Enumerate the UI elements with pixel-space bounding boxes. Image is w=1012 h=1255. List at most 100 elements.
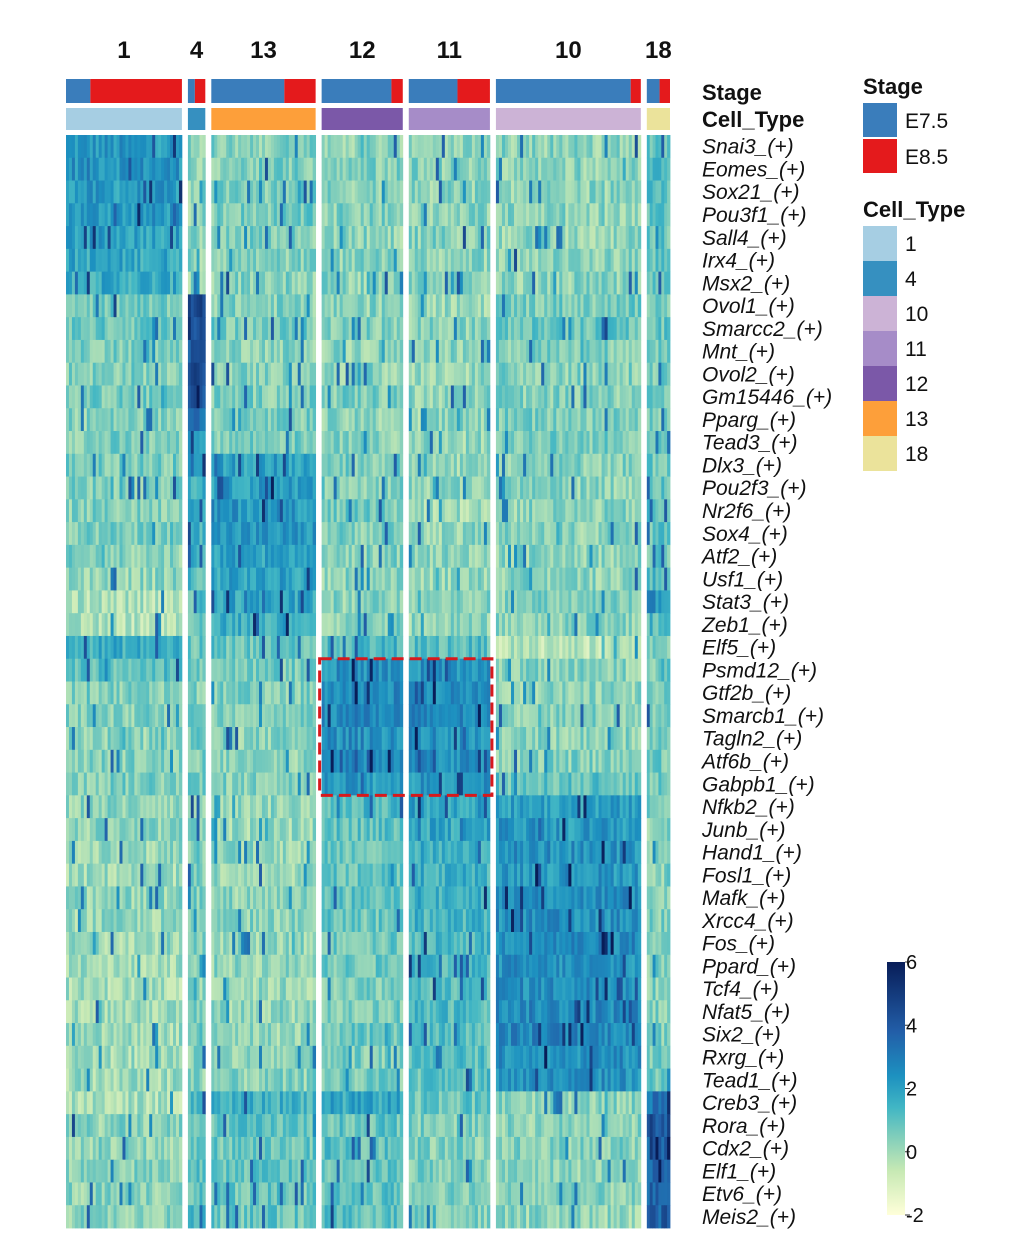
heatmap-cell-10-pou3f1 bbox=[495, 203, 642, 227]
heatmap-cell-13-tead3 bbox=[211, 431, 317, 455]
heatmap-cell-11-atf2 bbox=[408, 544, 491, 569]
heatmap-cell-4-tagln2 bbox=[187, 727, 206, 751]
heatmap-cell-11-ppard bbox=[408, 954, 491, 978]
heatmap-cell-1-eomes bbox=[66, 157, 183, 181]
heatmap-cell-4-snai3 bbox=[187, 135, 206, 159]
heatmap-cell-10-atf2 bbox=[495, 544, 642, 569]
heatmap-cell-12-nfat5 bbox=[321, 1000, 404, 1024]
heatmap-cell-18-ovol1 bbox=[646, 294, 671, 318]
heatmap-cell-18-psmd12 bbox=[646, 658, 671, 682]
heatmap-cell-13-nfkb2 bbox=[211, 795, 317, 819]
cell-type-legend-label: 4 bbox=[905, 268, 917, 291]
heatmap-cell-11-nfkb2 bbox=[408, 795, 491, 819]
heatmap-cell-4-zeb1 bbox=[187, 613, 206, 637]
heatmap-cell-1-pparg bbox=[66, 408, 183, 432]
stage-legend-swatch-E85 bbox=[863, 139, 897, 173]
heatmap-cell-4-smarcc2 bbox=[187, 317, 206, 341]
regulon-label: Pou2f3_(+) bbox=[702, 477, 807, 500]
heatmap-cell-18-usf1 bbox=[646, 567, 671, 591]
heatmap-cell-12-irx4 bbox=[321, 248, 404, 273]
heatmap-cell-4-eomes bbox=[187, 157, 206, 181]
regulon-label: Gtf2b_(+) bbox=[702, 682, 791, 705]
heatmap-cell-11-xrcc4 bbox=[408, 909, 491, 933]
heatmap-cell-18-smarcb1 bbox=[646, 704, 671, 728]
stage-segment-e75-12 bbox=[321, 79, 392, 103]
heatmap-cell-4-rora bbox=[187, 1114, 206, 1138]
highlight-box bbox=[318, 657, 494, 797]
heatmap-cell-13-gtf2b bbox=[211, 681, 317, 705]
regulon-labels: Snai3_(+)Eomes_(+)Sox21_(+)Pou3f1_(+)Sal… bbox=[700, 136, 832, 1229]
heatmap-cell-1-msx2 bbox=[66, 271, 183, 295]
heatmap-cell-1-rxrg bbox=[66, 1045, 183, 1069]
heatmap-cell-4-etv6 bbox=[187, 1182, 206, 1206]
heatmap-cell-12-gm15446 bbox=[321, 385, 404, 409]
regulon-label: Creb3_(+) bbox=[702, 1092, 797, 1115]
heatmap-cell-13-sox4 bbox=[211, 522, 317, 546]
heatmap-cell-4-atf6b bbox=[187, 749, 206, 773]
cluster-label-4: 4 bbox=[190, 37, 204, 64]
color-scale-tick-label: 4 bbox=[906, 1015, 917, 1037]
heatmap-cell-11-meis2 bbox=[408, 1205, 491, 1229]
heatmap-cell-12-ovol1 bbox=[321, 294, 404, 318]
heatmap-cell-10-ovol1 bbox=[495, 294, 642, 318]
heatmap-cell-11-tcf4 bbox=[408, 977, 491, 1001]
heatmap-cell-1-snai3 bbox=[66, 135, 183, 159]
heatmap-cell-12-sall4 bbox=[321, 226, 404, 250]
color-scale-bar: 6 4 2 0 -2 bbox=[887, 952, 924, 1227]
heatmap-cell-12-mafk bbox=[321, 886, 404, 910]
regulon-label: Fos_(+) bbox=[702, 933, 775, 956]
heatmap-cell-11-dlx3 bbox=[408, 453, 491, 477]
heatmap-cell-11-fosl1 bbox=[408, 863, 491, 887]
heatmap-cell-11-mafk bbox=[408, 886, 491, 910]
regulon-label: Ovol2_(+) bbox=[702, 363, 795, 386]
heatmap-cell-1-hand1 bbox=[66, 840, 183, 865]
cluster-labels: 1 4 13 12 11 10 18 bbox=[117, 37, 671, 64]
heatmap-cell-18-eomes bbox=[646, 157, 671, 181]
heatmap-cell-4-tead3 bbox=[187, 431, 206, 455]
cell-type-legend-swatch-13 bbox=[863, 401, 897, 436]
heatmap-cell-10-six2 bbox=[495, 1023, 642, 1047]
heatmap-cell-11-sall4 bbox=[408, 226, 491, 250]
regulon-label: Smarcc2_(+) bbox=[702, 318, 823, 341]
heatmap-cell-4-elf1 bbox=[187, 1159, 206, 1183]
heatmap-cell-1-rora bbox=[66, 1114, 183, 1138]
heatmap-cell-18-irx4 bbox=[646, 248, 671, 273]
cell-type-legend-label: 11 bbox=[905, 338, 927, 361]
heatmap-cell-10-usf1 bbox=[495, 567, 642, 591]
heatmap-cell-18-etv6 bbox=[646, 1182, 671, 1206]
heatmap-cell-10-tcf4 bbox=[495, 977, 642, 1001]
heatmap-cell-1-xrcc4 bbox=[66, 909, 183, 933]
heatmap-cell-11-pou2f3 bbox=[408, 476, 491, 500]
heatmap-cell-4-ppard bbox=[187, 954, 206, 978]
heatmap-cell-12-pou3f1 bbox=[321, 203, 404, 227]
heatmap-cell-1-pou2f3 bbox=[66, 476, 183, 500]
heatmap-cell-13-pparg bbox=[211, 408, 317, 432]
heatmap-cell-11-pparg bbox=[408, 408, 491, 432]
regulon-label: Tcf4_(+) bbox=[702, 978, 779, 1001]
heatmap-cell-11-nr2f6 bbox=[408, 499, 491, 523]
regulon-label: Msx2_(+) bbox=[702, 272, 790, 295]
stage-segment-e85-12 bbox=[391, 79, 403, 103]
heatmap-cell-12-gtf2b bbox=[321, 681, 404, 705]
heatmap-cell-12-zeb1 bbox=[321, 613, 404, 637]
heatmap-cell-11-junb bbox=[408, 818, 491, 842]
heatmap-cell-10-mnt bbox=[495, 339, 642, 364]
heatmap-cell-10-elf1 bbox=[495, 1159, 642, 1183]
heatmap-cell-18-hand1 bbox=[646, 840, 671, 865]
regulon-label: Gabpb1_(+) bbox=[702, 773, 815, 796]
heatmap-cell-1-tead1 bbox=[66, 1068, 183, 1092]
heatmap-cell-11-etv6 bbox=[408, 1182, 491, 1206]
heatmap-cell-13-usf1 bbox=[211, 567, 317, 591]
heatmap-cell-4-junb bbox=[187, 818, 206, 842]
heatmap-cell-4-stat3 bbox=[187, 590, 206, 614]
regulon-label: Cdx2_(+) bbox=[702, 1138, 789, 1161]
heatmap-cell-13-xrcc4 bbox=[211, 909, 317, 933]
heatmap-cell-18-gtf2b bbox=[646, 681, 671, 705]
heatmap-cell-1-gtf2b bbox=[66, 681, 183, 705]
cell-type-legend-label: 13 bbox=[905, 408, 928, 431]
heatmap-cell-1-sox4 bbox=[66, 522, 183, 546]
heatmap-cell-12-atf2 bbox=[321, 544, 404, 569]
heatmap-cell-13-msx2 bbox=[211, 271, 317, 295]
heatmap-cell-10-gm15446 bbox=[495, 385, 642, 409]
heatmap-cell-18-nr2f6 bbox=[646, 499, 671, 523]
